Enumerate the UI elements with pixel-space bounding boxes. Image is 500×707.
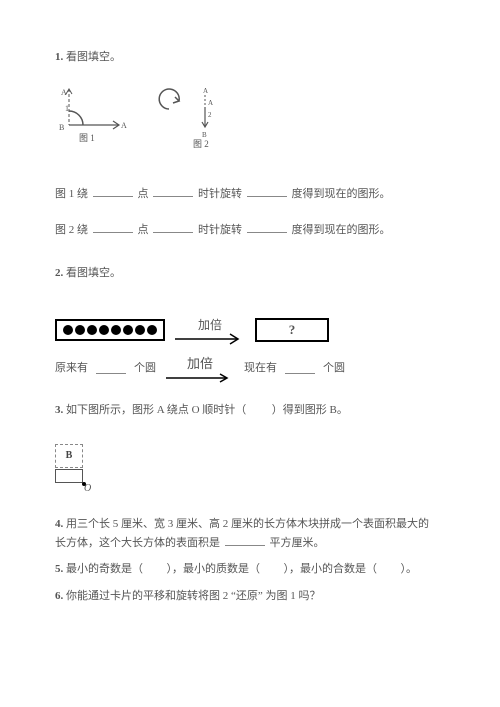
q3-B-label: B (56, 447, 82, 464)
q6-text: 你能通过卡片的平移和旋转将图 2 “还原” 为图 1 吗？ (66, 590, 321, 602)
q3-text-pre: 如下图所示，图形 A 绕点 O 顺时针（ (66, 404, 246, 416)
q1-sentence2: 图 2 绕 点 时针旋转 度得到现在的图形。 (55, 221, 445, 240)
q2-title: 看图填空。 (66, 267, 121, 279)
q2-arrow2: 加倍 (166, 353, 234, 383)
q3-O-label: O (84, 480, 445, 497)
q1-s1-mid1: 点 (138, 188, 149, 200)
arrow-icon (175, 333, 245, 345)
q1-svg: A 1 A B 图 1 A A (55, 83, 275, 153)
q2-arrow1: 加倍 (175, 315, 245, 345)
q1-heading: 1. (55, 51, 63, 63)
fig2-label-B: B (202, 131, 207, 139)
q2-l2-l1: 原来有 (55, 359, 88, 378)
q1-s2-blank1[interactable] (93, 222, 133, 233)
fig1-label-A-top: A (61, 88, 67, 97)
q3-solid-box (55, 469, 83, 483)
q4-line1: 用三个长 5 厘米、宽 3 厘米、高 2 厘米的长方体木块拼成一个表面积最大的 (66, 518, 429, 530)
dot-icon (147, 325, 157, 335)
fig2-label-two: 2 (208, 111, 212, 119)
q1: 1. 看图填空。 (55, 48, 445, 67)
arrow-icon (166, 373, 234, 383)
q6: 6. 你能通过卡片的平移和旋转将图 2 “还原” 为图 1 吗？ (55, 587, 445, 606)
dot-icon (99, 325, 109, 335)
q2-l2-l2: 个圆 (134, 359, 156, 378)
q5: 5. 最小的奇数是（ ），最小的质数是（ ），最小的合数是（ ）。 (55, 560, 445, 579)
q2-l2-r1: 现在有 (244, 359, 277, 378)
q2-l2-blank2[interactable] (285, 363, 315, 374)
q1-s1-pre: 图 1 绕 (55, 188, 88, 200)
q5-s2: ），最小的质数是（ (167, 563, 261, 575)
q1-s2-mid1: 点 (138, 224, 149, 236)
q3: 3. 如下图所示，图形 A 绕点 O 顺时针（ ）得到图形 B。 (55, 401, 445, 420)
q1-figures: A 1 A B 图 1 A A (55, 83, 445, 153)
q2-heading: 2. (55, 267, 63, 279)
q5-s3: ），最小的合数是（ (284, 563, 378, 575)
q2-dots-box (55, 319, 165, 341)
q3-text-post: ）得到图形 B。 (272, 404, 348, 416)
dot-icon (111, 325, 121, 335)
fig1-label-B: B (59, 123, 64, 132)
q3-dashed-box: B (55, 444, 83, 468)
q1-s2-mid2: 时针旋转 (198, 224, 242, 236)
q4-heading: 4. (55, 518, 63, 530)
q4: 4. 用三个长 5 厘米、宽 3 厘米、高 2 厘米的长方体木块拼成一个表面积最… (55, 515, 445, 552)
q1-s1-blank3[interactable] (247, 186, 287, 197)
q1-title: 看图填空。 (66, 51, 121, 63)
fig1-label-A-right: A (121, 121, 127, 130)
dot-icon (135, 325, 145, 335)
q4-line2b: 平方厘米。 (270, 537, 325, 549)
dot-icon (63, 325, 73, 335)
q1-s1-mid2: 时针旋转 (198, 188, 242, 200)
q2: 2. 看图填空。 (55, 264, 445, 283)
q2-right-box: ? (255, 318, 329, 342)
q1-s2-blank3[interactable] (247, 222, 287, 233)
q1-s1-blank1[interactable] (93, 186, 133, 197)
q4-blank[interactable] (225, 535, 265, 546)
fig1-caption: 图 1 (79, 133, 95, 143)
dot-icon (123, 325, 133, 335)
q2-line2: 原来有 个圆 加倍 现在有 个圆 (55, 353, 445, 383)
q2-arrow2-label: 加倍 (187, 353, 213, 375)
q5-s1: 最小的奇数是（ (66, 563, 143, 575)
q3-heading: 3. (55, 404, 63, 416)
q5-s4: ）。 (401, 563, 418, 575)
q2-l2-r2: 个圆 (323, 359, 345, 378)
fig2-label-topA: A (203, 87, 208, 95)
fig2-label-midA: A (208, 99, 213, 107)
q5-heading: 5. (55, 563, 63, 575)
fig1-label-one: 1 (65, 104, 69, 113)
q4-line2a: 长方体，这个大长方体的表面积是 (55, 537, 220, 549)
q2-l2-blank1[interactable] (96, 363, 126, 374)
q1-s2-blank2[interactable] (153, 222, 193, 233)
q1-s1-blank2[interactable] (153, 186, 193, 197)
q2-row1: 加倍 ? (55, 315, 445, 345)
fig2-caption: 图 2 (193, 139, 209, 149)
q2-arrow1-label: 加倍 (198, 315, 222, 335)
q3-figure: B O (55, 444, 445, 497)
dot-icon (75, 325, 85, 335)
q1-sentence1: 图 1 绕 点 时针旋转 度得到现在的图形。 (55, 185, 445, 204)
q6-heading: 6. (55, 590, 63, 602)
q1-s1-tail: 度得到现在的图形。 (292, 188, 391, 200)
q1-s2-tail: 度得到现在的图形。 (292, 224, 391, 236)
q1-s2-pre: 图 2 绕 (55, 224, 88, 236)
dot-icon (87, 325, 97, 335)
